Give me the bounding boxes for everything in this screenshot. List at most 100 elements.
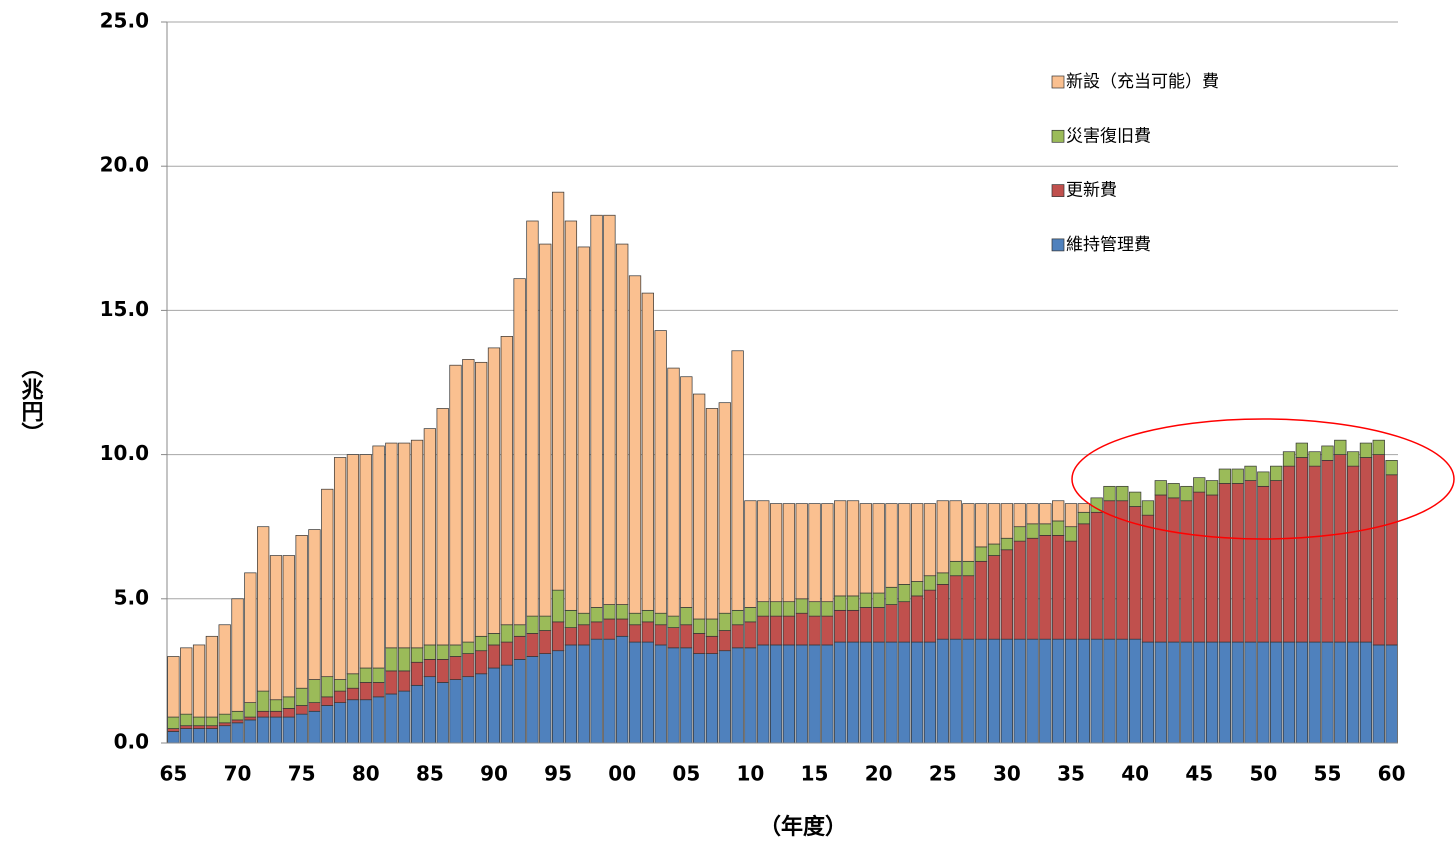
bar-segment	[385, 647, 398, 672]
bar-segment	[1052, 638, 1065, 744]
bar-segment	[936, 572, 949, 585]
bar-segment	[628, 624, 642, 643]
bar-segment	[1193, 491, 1206, 643]
bar-segment	[654, 644, 667, 744]
bar-segment	[449, 679, 462, 744]
bar-segment	[1013, 503, 1026, 528]
bar-segment	[616, 243, 629, 605]
bar-segment	[859, 592, 872, 608]
bar-segment	[539, 630, 552, 654]
x-tick-label: 25	[929, 762, 957, 786]
bar-segment	[359, 699, 372, 744]
bar-segment	[462, 676, 475, 744]
bar-segment	[1129, 506, 1142, 640]
bar-segment	[1154, 641, 1167, 744]
bar-segment	[1346, 641, 1360, 744]
bar-segment	[1270, 465, 1283, 481]
bar-segment	[1013, 638, 1026, 744]
bar-segment	[744, 607, 757, 623]
bar-segment	[551, 621, 565, 652]
bar-segment	[808, 503, 821, 603]
bar-segment	[487, 347, 501, 634]
bar-segment	[372, 667, 385, 683]
bar-segment	[1282, 641, 1296, 744]
x-tick-label: 30	[993, 762, 1021, 786]
bar-segment	[577, 246, 590, 614]
bar-segment	[321, 676, 334, 698]
bar-segment	[795, 598, 808, 614]
bar-segment	[244, 719, 257, 744]
bar-segment	[244, 716, 257, 721]
bar-segment	[577, 644, 590, 744]
bar-segment	[1346, 465, 1360, 643]
bar-segment	[359, 682, 372, 701]
bar-segment	[987, 555, 1001, 640]
bar-segment	[257, 716, 270, 744]
bar-segment	[808, 644, 821, 744]
bar-segment	[436, 644, 449, 660]
bar-segment	[1039, 523, 1052, 536]
bar-segment	[1090, 511, 1103, 640]
bar-segment	[769, 644, 783, 744]
bar-segment	[731, 350, 744, 611]
bar-segment	[936, 500, 949, 574]
bar-segment	[987, 543, 1001, 556]
bar-segment	[705, 653, 719, 744]
bar-segment	[308, 710, 321, 744]
bar-segment	[423, 644, 436, 660]
bar-segment	[846, 500, 860, 597]
bar-segment	[564, 609, 578, 628]
bar-segment	[1052, 520, 1065, 536]
bar-segment	[1000, 549, 1014, 640]
legend-swatch	[1051, 184, 1065, 197]
bar-segment	[269, 555, 283, 701]
x-tick-label: 50	[1249, 762, 1277, 786]
bar-segment	[628, 612, 642, 626]
bar-segment	[654, 624, 667, 646]
bar-segment	[192, 644, 206, 718]
bar-segment	[641, 641, 654, 744]
bar-segment	[782, 503, 796, 603]
bar-segment	[359, 454, 372, 669]
bar-segment	[757, 601, 770, 617]
bar-segment	[834, 595, 847, 611]
bar-segment	[372, 682, 385, 698]
bar-segment	[513, 635, 526, 660]
bar-segment	[1167, 483, 1180, 499]
bar-segment	[1244, 480, 1257, 643]
bar-segment	[1321, 445, 1334, 461]
bar-segment	[1282, 451, 1296, 467]
bar-segment	[795, 503, 808, 600]
y-tick-label: 10.0	[100, 441, 149, 465]
bar-segment	[462, 641, 475, 654]
bar-segment	[282, 716, 295, 744]
bar-segment	[231, 722, 244, 744]
bar-segment	[244, 572, 257, 703]
bar-segment	[628, 641, 642, 744]
bar-segment	[898, 641, 911, 744]
bar-segment	[705, 408, 719, 620]
bar-segment	[821, 644, 834, 744]
bar-segment	[577, 612, 590, 626]
bar-segment	[1334, 641, 1347, 744]
bar-segment	[975, 638, 988, 744]
y-axis-title: （兆円）	[18, 356, 44, 444]
bar-segment	[180, 647, 193, 715]
bar-segment	[436, 659, 449, 683]
bar-segment	[769, 503, 783, 603]
legend-swatch	[1051, 129, 1065, 143]
bar-segment	[295, 705, 308, 715]
bar-segment	[1052, 500, 1065, 522]
bar-segment	[205, 635, 219, 718]
bar-segment	[846, 595, 860, 611]
bar-segment	[782, 601, 796, 617]
bar-segment	[590, 638, 603, 744]
bar-segment	[757, 500, 770, 603]
bar-segment	[923, 575, 937, 591]
bar-segment	[436, 682, 449, 744]
bar-segment	[680, 624, 693, 649]
bar-segment	[321, 488, 334, 678]
bar-segment	[539, 615, 552, 631]
bar-segment	[423, 428, 436, 646]
bar-segment	[616, 635, 629, 744]
